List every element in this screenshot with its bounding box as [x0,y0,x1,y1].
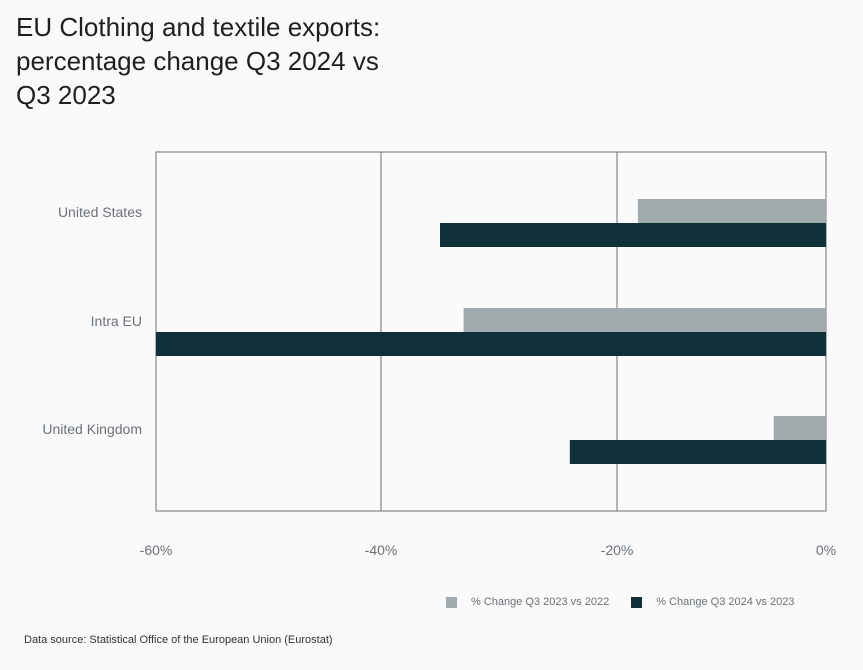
legend-swatch-series-1 [446,596,457,608]
x-tick-label: -40% [365,542,398,558]
bar-1 [463,308,826,332]
bar-2 [569,440,826,464]
title-line-1: EU Clothing and textile exports: [16,12,381,42]
legend-item-series-1: % Change Q3 2023 vs 2022 [446,596,609,608]
legend-swatch-series-2 [631,596,643,608]
x-tick-label: -60% [140,542,173,558]
data-source-note: Data source: Statistical Office of the E… [24,634,333,646]
legend: % Change Q3 2023 vs 2022 % Change Q3 202… [446,596,816,608]
category-label: United Kingdom [42,421,142,437]
bar-2 [156,332,826,356]
bar-2 [440,223,826,247]
legend-label-series-1: % Change Q3 2023 vs 2022 [471,596,610,608]
category-label: Intra EU [91,313,142,329]
x-tick-label: -20% [601,542,634,558]
title-line-3: Q3 2023 [16,80,116,110]
category-label: United States [58,204,142,220]
title-line-2: percentage change Q3 2024 vs [16,46,379,76]
legend-item-series-2: % Change Q3 2024 vs 2023 [631,596,794,608]
legend-label-series-2: % Change Q3 2024 vs 2023 [656,596,795,608]
bar-1 [773,416,826,440]
bar-1 [637,199,826,223]
x-tick-label: 0% [816,542,836,558]
chart-title: EU Clothing and textile exports: percent… [16,10,436,112]
